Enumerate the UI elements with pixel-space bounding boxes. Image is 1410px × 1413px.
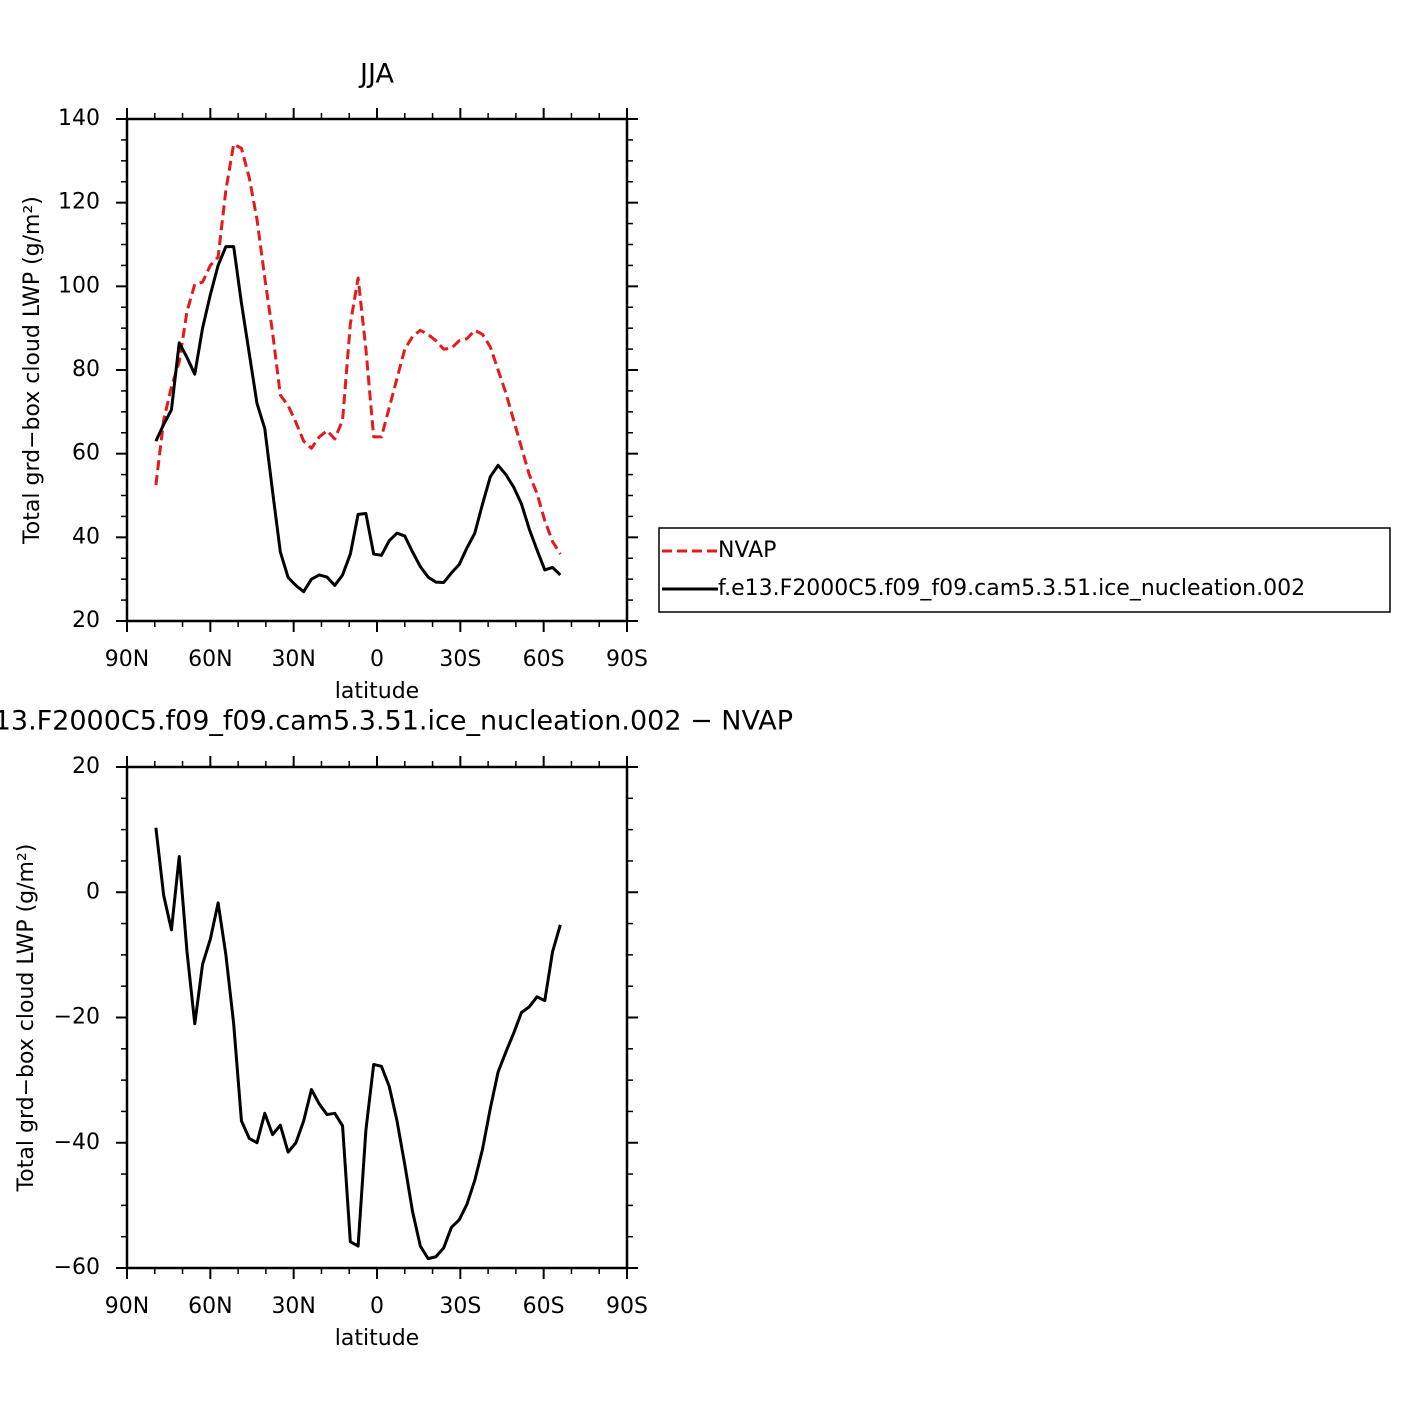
y-tick-label: −60: [54, 1255, 100, 1280]
y-tick-label: 80: [72, 357, 100, 382]
chart-title: JJA: [358, 59, 394, 90]
y-tick-label: 20: [72, 754, 100, 779]
x-tick-label: 0: [370, 647, 384, 672]
x-tick-label: 30S: [439, 647, 481, 672]
legend-label: f.e13.F2000C5.f09_f09.cam5.3.51.ice_nucl…: [718, 576, 1305, 601]
y-axis-label: Total grd−box cloud LWP (g/m²): [14, 844, 39, 1193]
x-axis-label: latitude: [335, 1326, 419, 1351]
y-tick-label: 140: [58, 106, 100, 131]
y-tick-label: −40: [54, 1130, 100, 1155]
x-tick-label: 90N: [105, 1294, 149, 1319]
x-tick-label: 60S: [523, 1294, 565, 1319]
y-axis-label: Total grd−box cloud LWP (g/m²): [20, 196, 45, 545]
y-tick-label: 100: [58, 273, 100, 298]
chart-title: f.e13.F2000C5.f09_f09.cam5.3.51.ice_nucl…: [0, 706, 793, 737]
series-line: [154, 827, 562, 1261]
y-tick-label: 40: [72, 524, 100, 549]
x-tick-label: 60N: [188, 647, 232, 672]
legend-box: [658, 527, 1391, 613]
x-tick-label: 60S: [523, 647, 565, 672]
x-tick-label: 30S: [439, 1294, 481, 1319]
y-tick-label: 60: [72, 441, 100, 466]
x-axis-label: latitude: [335, 679, 419, 704]
x-tick-label: 30N: [271, 647, 315, 672]
x-tick-label: 60N: [188, 1294, 232, 1319]
y-tick-label: 120: [58, 190, 100, 215]
legend-label: NVAP: [718, 538, 776, 563]
x-tick-label: 90N: [105, 647, 149, 672]
y-tick-label: 20: [72, 608, 100, 633]
x-tick-label: 0: [370, 1294, 384, 1319]
series-line: [154, 142, 562, 555]
y-tick-label: −20: [54, 1005, 100, 1030]
plot-frame: [125, 765, 629, 1270]
y-tick-label: 0: [86, 879, 100, 904]
x-tick-label: 90S: [606, 647, 648, 672]
series-line: [154, 245, 562, 594]
plot-frame: [125, 117, 629, 623]
x-tick-label: 90S: [606, 1294, 648, 1319]
x-tick-label: 30N: [271, 1294, 315, 1319]
